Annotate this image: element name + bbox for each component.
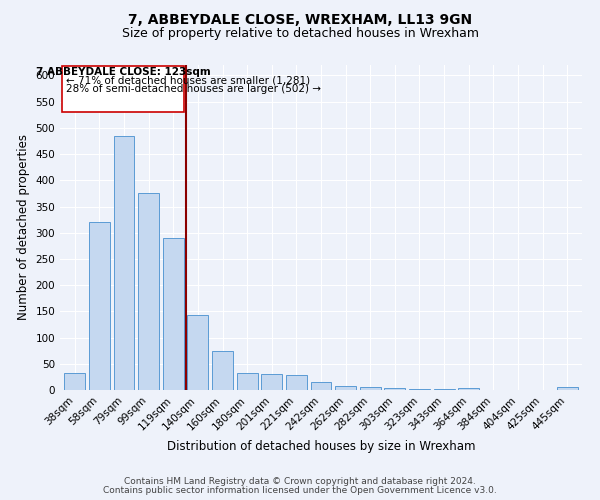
- Bar: [458, 388, 479, 390]
- Bar: [64, 372, 85, 390]
- Bar: [360, 388, 381, 390]
- Bar: [89, 222, 110, 390]
- X-axis label: Distribution of detached houses by size in Wrexham: Distribution of detached houses by size …: [167, 440, 475, 453]
- Bar: [236, 372, 257, 390]
- Text: 7 ABBEYDALE CLOSE: 123sqm: 7 ABBEYDALE CLOSE: 123sqm: [36, 67, 211, 77]
- Bar: [113, 136, 134, 390]
- Y-axis label: Number of detached properties: Number of detached properties: [17, 134, 30, 320]
- Text: ← 71% of detached houses are smaller (1,281): ← 71% of detached houses are smaller (1,…: [66, 76, 310, 86]
- Bar: [163, 238, 184, 390]
- Text: Contains public sector information licensed under the Open Government Licence v3: Contains public sector information licen…: [103, 486, 497, 495]
- Bar: [212, 350, 233, 390]
- Text: 7, ABBEYDALE CLOSE, WREXHAM, LL13 9GN: 7, ABBEYDALE CLOSE, WREXHAM, LL13 9GN: [128, 12, 472, 26]
- Bar: [434, 389, 455, 390]
- Bar: [311, 382, 331, 390]
- Text: Size of property relative to detached houses in Wrexham: Size of property relative to detached ho…: [121, 28, 479, 40]
- Bar: [261, 374, 282, 390]
- Bar: [557, 388, 578, 390]
- Bar: [385, 388, 406, 390]
- Bar: [335, 386, 356, 390]
- Bar: [138, 194, 159, 390]
- Bar: [187, 315, 208, 390]
- Text: 28% of semi-detached houses are larger (502) →: 28% of semi-detached houses are larger (…: [66, 84, 321, 94]
- Text: Contains HM Land Registry data © Crown copyright and database right 2024.: Contains HM Land Registry data © Crown c…: [124, 477, 476, 486]
- Bar: [409, 389, 430, 390]
- Bar: [286, 376, 307, 390]
- FancyBboxPatch shape: [62, 66, 184, 112]
